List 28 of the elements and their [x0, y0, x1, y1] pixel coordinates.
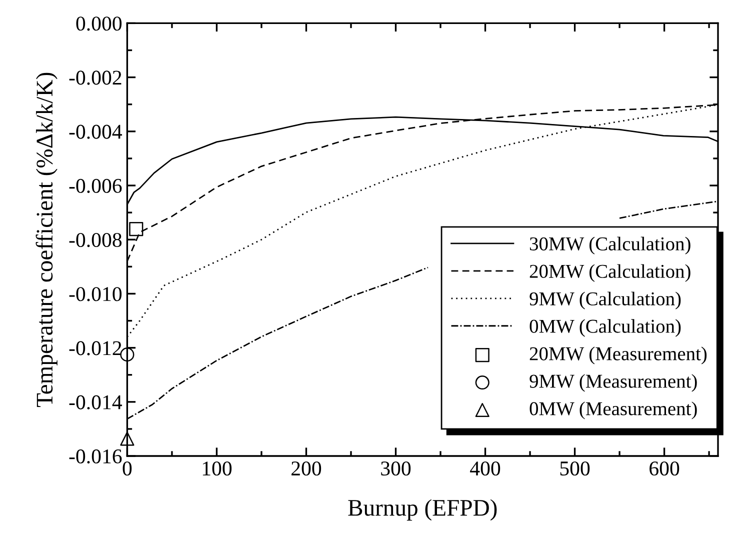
y-tick-label: -0.006 — [69, 178, 122, 194]
point — [120, 432, 134, 446]
y-tick-label: -0.002 — [69, 70, 122, 85]
point — [120, 348, 134, 362]
legend-label: 30MW (Calculation) — [530, 236, 690, 254]
y-tick-label: -0.010 — [69, 287, 122, 302]
point — [129, 222, 144, 236]
x-axis-title: Burnup (EFPD) — [348, 499, 497, 521]
legend-label: 20MW (Calculation) — [530, 264, 690, 282]
y-tick-label: -0.012 — [69, 341, 122, 356]
y-tick-label: 0.000 — [76, 16, 122, 31]
x-tick-label: 200 — [292, 461, 322, 476]
x-tick-label: 300 — [381, 461, 411, 476]
legend-label: 0MW (Measurement) — [530, 402, 697, 420]
legend-label: 9MW (Calculation) — [530, 292, 681, 310]
legend-label: 0MW (Calculation) — [530, 319, 681, 337]
y-tick-label: -0.004 — [69, 124, 122, 139]
x-tick-label: 500 — [560, 461, 590, 476]
x-tick-label: 100 — [202, 461, 232, 476]
y-axis-title: Temperature coefficient (%Δk/k/K) — [36, 72, 58, 407]
x-tick-label: 600 — [650, 461, 680, 476]
legend-label: 9MW (Measurement) — [530, 374, 697, 392]
y-tick-label: -0.016 — [69, 449, 122, 464]
legend-label: 20MW (Measurement) — [530, 346, 707, 364]
x-tick-label: 400 — [470, 461, 500, 476]
x-tick-label: 0 — [122, 461, 132, 476]
y-tick-label: -0.008 — [69, 232, 122, 248]
y-tick-label: -0.014 — [69, 395, 122, 410]
